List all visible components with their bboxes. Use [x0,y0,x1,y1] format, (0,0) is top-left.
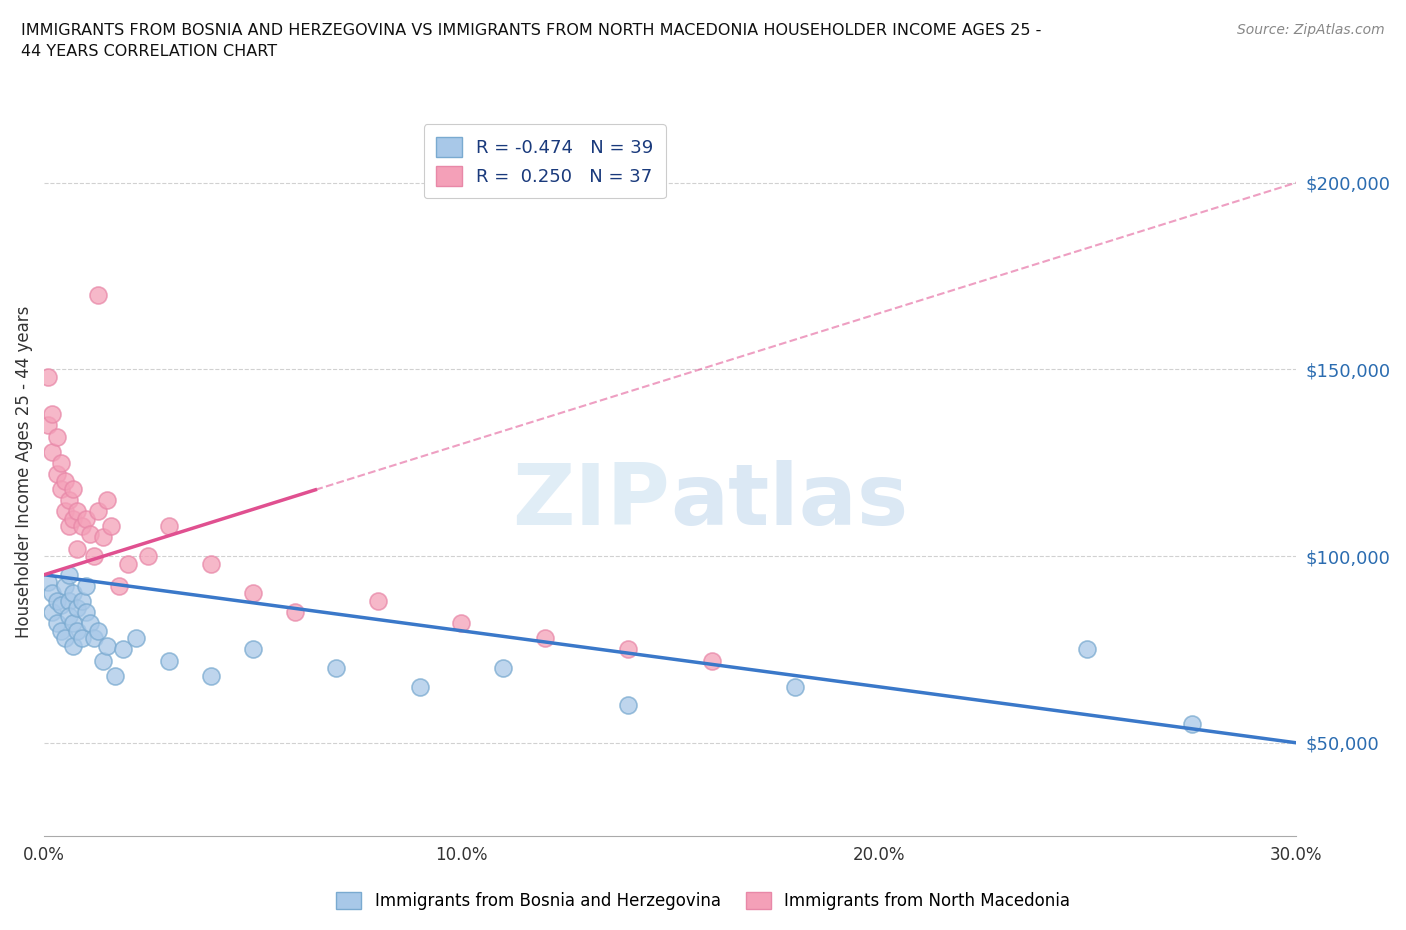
Point [45,616,67,631]
Text: IMMIGRANTS FROM BOSNIA AND HERZEGOVINA VS IMMIGRANTS FROM NORTH MACEDONIA HOUSEH: IMMIGRANTS FROM BOSNIA AND HERZEGOVINA V… [21,23,1042,60]
Point [138,549,160,564]
Point [87,287,110,302]
Point [53,504,76,519]
Point [83,549,105,564]
Point [45,467,67,482]
Point [104,668,127,683]
Point [58,593,80,608]
Point [49,623,72,638]
Point [91,530,114,545]
Y-axis label: Householder Income Ages 25 - 44 years: Householder Income Ages 25 - 44 years [15,306,32,638]
Point [37,575,59,590]
Point [62,586,84,601]
Point [96,638,118,653]
Point [58,493,80,508]
Point [75,512,97,526]
Point [91,653,114,668]
Point [58,608,80,623]
Point [83,631,105,645]
Point [1076,642,1098,657]
Point [492,660,515,675]
Point [325,660,347,675]
Point [79,616,101,631]
Point [58,519,80,534]
Point [157,653,180,668]
Point [62,638,84,653]
Point [41,604,63,619]
Point [200,668,222,683]
Text: atlas: atlas [671,459,908,543]
Legend: R = -0.474   N = 39, R =  0.250   N = 37: R = -0.474 N = 39, R = 0.250 N = 37 [423,125,666,198]
Point [617,698,640,713]
Text: ZIP: ZIP [512,459,671,543]
Point [49,597,72,612]
Point [66,601,89,616]
Point [70,519,93,534]
Point [75,578,97,593]
Point [87,623,110,638]
Point [62,482,84,497]
Point [53,578,76,593]
Point [66,541,89,556]
Point [53,631,76,645]
Point [283,604,305,619]
Point [242,642,264,657]
Point [75,604,97,619]
Point [49,456,72,471]
Point [53,474,76,489]
Point [87,504,110,519]
Point [534,631,557,645]
Point [125,631,148,645]
Point [157,519,180,534]
Point [100,519,122,534]
Point [37,418,59,432]
Point [108,578,131,593]
Point [66,504,89,519]
Point [70,593,93,608]
Point [450,616,472,631]
Point [409,679,432,694]
Point [62,512,84,526]
Point [49,482,72,497]
Point [62,616,84,631]
Point [41,445,63,459]
Point [96,493,118,508]
Point [41,406,63,421]
Point [367,593,389,608]
Point [41,586,63,601]
Point [117,556,139,571]
Point [58,567,80,582]
Point [617,642,640,657]
Point [785,679,807,694]
Text: Source: ZipAtlas.com: Source: ZipAtlas.com [1237,23,1385,37]
Point [37,369,59,384]
Point [200,556,222,571]
Point [1181,717,1204,732]
Point [45,593,67,608]
Legend: Immigrants from Bosnia and Herzegovina, Immigrants from North Macedonia: Immigrants from Bosnia and Herzegovina, … [329,885,1077,917]
Point [45,429,67,444]
Point [79,526,101,541]
Point [242,586,264,601]
Point [700,653,723,668]
Point [112,642,135,657]
Point [70,631,93,645]
Point [66,623,89,638]
